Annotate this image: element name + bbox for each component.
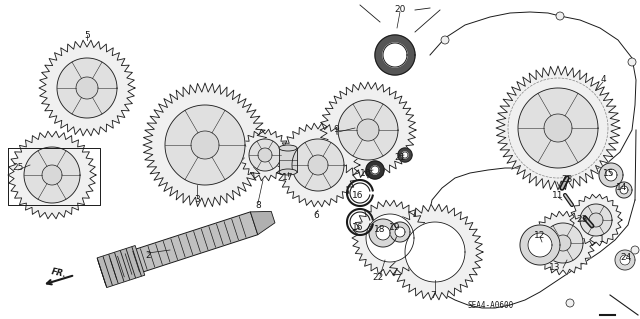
Polygon shape (398, 148, 412, 162)
Text: 12: 12 (534, 231, 546, 240)
Text: 16: 16 (352, 224, 364, 233)
Polygon shape (357, 119, 379, 141)
Text: 6: 6 (313, 211, 319, 219)
Text: 10: 10 (360, 169, 372, 179)
Polygon shape (24, 147, 80, 203)
Polygon shape (528, 233, 552, 257)
Text: 18: 18 (374, 226, 386, 234)
Polygon shape (620, 255, 630, 265)
Polygon shape (371, 166, 379, 174)
Polygon shape (543, 223, 583, 263)
Polygon shape (366, 214, 414, 262)
Polygon shape (191, 131, 219, 159)
Text: 21: 21 (394, 153, 406, 162)
Circle shape (441, 36, 449, 44)
Polygon shape (402, 152, 408, 158)
Polygon shape (531, 211, 595, 275)
Circle shape (628, 58, 636, 66)
Polygon shape (387, 204, 483, 300)
Text: 5: 5 (84, 31, 90, 40)
Text: FR.: FR. (50, 267, 67, 279)
Polygon shape (390, 222, 410, 242)
Text: 11: 11 (552, 190, 564, 199)
Polygon shape (366, 161, 384, 179)
Polygon shape (98, 212, 258, 284)
Polygon shape (249, 139, 281, 171)
Text: 15: 15 (604, 168, 615, 177)
Polygon shape (615, 250, 635, 270)
Polygon shape (589, 213, 603, 227)
Polygon shape (518, 88, 598, 168)
Polygon shape (308, 155, 328, 175)
Text: 22: 22 (372, 273, 383, 283)
Polygon shape (8, 131, 96, 219)
Polygon shape (143, 83, 267, 207)
Polygon shape (544, 114, 572, 142)
Circle shape (556, 12, 564, 20)
Polygon shape (376, 226, 390, 240)
Polygon shape (338, 100, 398, 160)
Text: 16: 16 (352, 190, 364, 199)
Text: 24: 24 (620, 254, 632, 263)
Polygon shape (616, 182, 632, 198)
Polygon shape (320, 82, 416, 178)
Text: 9: 9 (333, 125, 339, 135)
Text: 23: 23 (561, 175, 573, 184)
Polygon shape (369, 219, 397, 247)
Text: 8: 8 (255, 201, 261, 210)
Polygon shape (605, 169, 617, 181)
Polygon shape (39, 40, 135, 136)
Ellipse shape (279, 145, 297, 151)
Text: 7: 7 (430, 291, 436, 300)
Text: 17: 17 (282, 174, 294, 182)
Polygon shape (570, 194, 622, 246)
Polygon shape (352, 200, 428, 276)
Ellipse shape (279, 169, 297, 175)
Polygon shape (383, 43, 407, 67)
Polygon shape (97, 246, 145, 287)
Polygon shape (258, 148, 272, 162)
Text: 23: 23 (576, 216, 588, 225)
Polygon shape (375, 35, 415, 75)
Text: SEA4-A0600: SEA4-A0600 (468, 301, 515, 310)
Polygon shape (57, 58, 117, 118)
Polygon shape (42, 165, 62, 185)
Circle shape (566, 299, 574, 307)
Text: 25: 25 (12, 164, 24, 173)
Polygon shape (250, 211, 275, 235)
Text: 4: 4 (600, 76, 606, 85)
Polygon shape (395, 227, 405, 237)
Polygon shape (555, 235, 571, 251)
Polygon shape (165, 105, 245, 185)
Polygon shape (292, 139, 344, 191)
Polygon shape (520, 225, 560, 265)
Polygon shape (76, 77, 98, 99)
Polygon shape (239, 129, 291, 181)
Polygon shape (580, 204, 612, 236)
Polygon shape (496, 66, 620, 190)
Text: 14: 14 (616, 183, 628, 192)
Text: 1: 1 (599, 235, 605, 244)
Text: 19: 19 (389, 224, 401, 233)
Text: 3: 3 (194, 196, 200, 204)
Circle shape (436, 286, 444, 294)
Bar (279, 148, 297, 172)
Text: 20: 20 (394, 5, 406, 14)
Polygon shape (405, 222, 465, 282)
Polygon shape (276, 123, 360, 207)
Circle shape (631, 246, 639, 254)
Polygon shape (599, 163, 623, 187)
Text: 2: 2 (145, 250, 151, 259)
Text: 13: 13 (549, 263, 561, 272)
Polygon shape (620, 186, 628, 194)
